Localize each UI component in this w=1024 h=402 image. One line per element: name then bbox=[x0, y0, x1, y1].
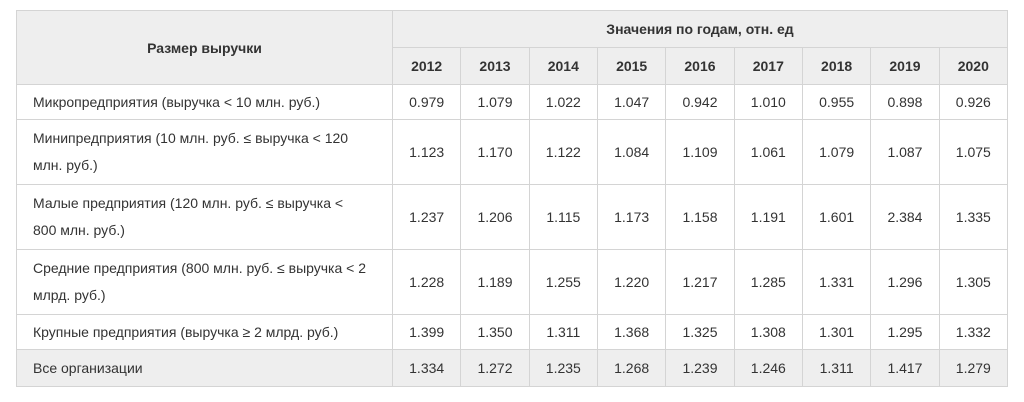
value-cell: 1.079 bbox=[460, 84, 530, 120]
value-cell: 1.047 bbox=[596, 84, 667, 120]
table-head: Размер выручки Значения по годам, отн. е… bbox=[16, 10, 1009, 85]
table-row: Все организации 1.334 1.272 1.235 1.268 1.239… bbox=[16, 349, 1009, 387]
value-cell: 1.325 bbox=[665, 314, 735, 350]
year-header: 2020 bbox=[938, 47, 1009, 85]
value-cell: 1.368 bbox=[596, 314, 667, 350]
value-cell: 1.109 bbox=[665, 119, 735, 185]
value-cell: 1.311 bbox=[528, 314, 598, 350]
value-cell: 1.191 bbox=[733, 184, 803, 250]
value-cell: 1.061 bbox=[733, 119, 803, 185]
value-cell: 1.301 bbox=[801, 314, 872, 350]
value-cell: 2.384 bbox=[870, 184, 940, 250]
row-label: Средние предприятия (800 млн. руб. ≤ выр… bbox=[16, 249, 393, 315]
year-header: 2016 bbox=[665, 47, 735, 85]
row-label-header: Размер выручки bbox=[16, 10, 393, 85]
value-cell: 1.285 bbox=[733, 249, 803, 315]
year-header: 2015 bbox=[596, 47, 667, 85]
value-cell: 1.239 bbox=[665, 349, 735, 387]
table-row: Крупные предприятия (выручка ≥ 2 млрд. р… bbox=[16, 314, 1009, 350]
value-cell: 1.022 bbox=[528, 84, 598, 120]
value-cell: 1.246 bbox=[733, 349, 803, 387]
value-cell: 0.926 bbox=[938, 84, 1009, 120]
value-cell: 1.332 bbox=[938, 314, 1009, 350]
value-cell: 1.272 bbox=[460, 349, 530, 387]
value-cell: 1.122 bbox=[528, 119, 598, 185]
row-label: Микропредприятия (выручка < 10 млн. руб.… bbox=[16, 84, 393, 120]
value-cell: 1.189 bbox=[460, 249, 530, 315]
year-header: 2017 bbox=[733, 47, 803, 85]
value-cell: 1.295 bbox=[870, 314, 940, 350]
years-row: 2012 2013 2014 2015 2016 2017 2018 2019 2020 bbox=[17, 47, 1009, 85]
value-cell: 1.237 bbox=[391, 184, 462, 250]
table-row: Средние предприятия (800 млн. руб. ≤ выр… bbox=[16, 249, 1009, 315]
value-cell: 1.115 bbox=[528, 184, 598, 250]
value-cell: 1.311 bbox=[801, 349, 872, 387]
value-cell: 1.308 bbox=[733, 314, 803, 350]
table-row: Микропредприятия (выручка < 10 млн. руб.… bbox=[16, 84, 1009, 120]
value-cell: 1.331 bbox=[801, 249, 872, 315]
table-row: Минипредприятия (10 млн. руб. ≤ выручка … bbox=[16, 119, 1009, 185]
value-cell: 1.228 bbox=[391, 249, 462, 315]
value-cell: 1.123 bbox=[391, 119, 462, 185]
table-row: Малые предприятия (120 млн. руб. ≤ выруч… bbox=[16, 184, 1009, 250]
row-label: Малые предприятия (120 млн. руб. ≤ выруч… bbox=[16, 184, 393, 250]
value-cell: 1.296 bbox=[870, 249, 940, 315]
value-cell: 1.279 bbox=[938, 349, 1009, 387]
value-cell: 1.334 bbox=[391, 349, 462, 387]
value-cell: 1.305 bbox=[938, 249, 1009, 315]
value-cell: 1.335 bbox=[938, 184, 1009, 250]
value-cell: 0.955 bbox=[801, 84, 872, 120]
value-cell: 1.399 bbox=[391, 314, 462, 350]
value-cell: 1.075 bbox=[938, 119, 1009, 185]
value-cell: 1.087 bbox=[870, 119, 940, 185]
value-cell: 1.255 bbox=[528, 249, 598, 315]
header-row: Размер выручки Значения по годам, отн. е… bbox=[16, 10, 1008, 85]
value-cell: 1.170 bbox=[460, 119, 530, 185]
value-cell: 1.235 bbox=[528, 349, 598, 387]
value-cell: 1.079 bbox=[801, 119, 872, 185]
value-cell: 1.173 bbox=[596, 184, 667, 250]
year-header: 2019 bbox=[870, 47, 940, 85]
value-cell: 1.217 bbox=[665, 249, 735, 315]
value-cell: 1.084 bbox=[596, 119, 667, 185]
row-label: Крупные предприятия (выручка ≥ 2 млрд. р… bbox=[16, 314, 393, 350]
year-header: 2013 bbox=[460, 47, 530, 85]
year-header: 2014 bbox=[528, 47, 598, 85]
data-table: Размер выручки Значения по годам, отн. е… bbox=[16, 10, 1009, 387]
value-cell: 0.942 bbox=[665, 84, 735, 120]
value-cell: 1.601 bbox=[801, 184, 872, 250]
row-label: Минипредприятия (10 млн. руб. ≤ выручка … bbox=[16, 119, 393, 185]
row-label: Все организации bbox=[16, 349, 393, 387]
value-cell: 1.350 bbox=[460, 314, 530, 350]
value-cell: 0.898 bbox=[870, 84, 940, 120]
value-cell: 1.268 bbox=[596, 349, 667, 387]
value-cell: 1.010 bbox=[733, 84, 803, 120]
value-cell: 0.979 bbox=[391, 84, 462, 120]
year-header: 2012 bbox=[391, 47, 462, 85]
value-cell: 1.220 bbox=[596, 249, 667, 315]
table-body: Микропредприятия (выручка < 10 млн. руб.… bbox=[16, 84, 1009, 387]
value-cell: 1.158 bbox=[665, 184, 735, 250]
year-header: 2018 bbox=[801, 47, 872, 85]
group-header: Значения по годам, отн. ед bbox=[392, 10, 1008, 48]
value-cell: 1.206 bbox=[460, 184, 530, 250]
value-cell: 1.417 bbox=[870, 349, 940, 387]
